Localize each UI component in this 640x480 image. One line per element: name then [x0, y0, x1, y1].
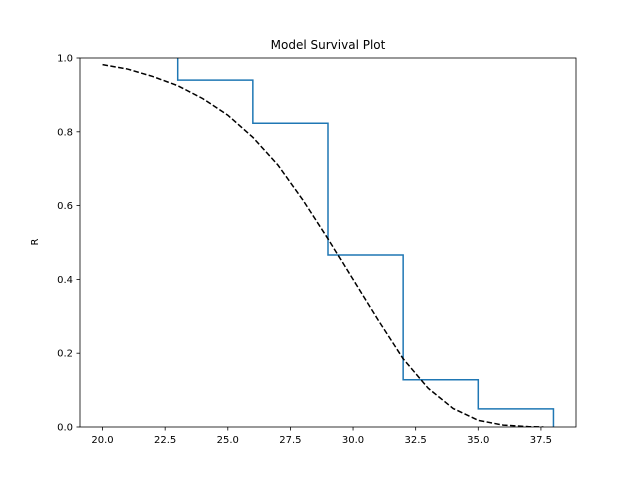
plot-area: 20.0 22.5 25.0 27.5 30.0 32.5 35.0 37.5 0.0 0.2 0.… — [57, 54, 577, 446]
x-tick-label: 20.0 — [91, 435, 113, 446]
x-tick-label: 27.5 — [279, 435, 301, 446]
y-tick-label: 1.0 — [57, 54, 73, 65]
chart-title: Model Survival Plot — [271, 38, 386, 52]
x-tick-label: 32.5 — [405, 435, 427, 446]
x-tick-label: 22.5 — [154, 435, 176, 446]
x-tick-label: 30.0 — [342, 435, 364, 446]
y-axis-label: R — [30, 238, 41, 245]
y-tick-label: 0.6 — [57, 201, 73, 212]
axes-frame — [79, 57, 577, 428]
model-curve-line — [102, 63, 544, 427]
y-tick-label: 0.8 — [57, 127, 73, 138]
y-tick-label: 0.2 — [57, 349, 73, 360]
empirical-step-line — [176, 58, 555, 427]
y-tick-label: 0.4 — [57, 275, 73, 286]
x-tick-label: 25.0 — [217, 435, 239, 446]
x-tick-label: 37.5 — [530, 435, 552, 446]
x-tick-label: 35.0 — [467, 435, 489, 446]
y-tick-label: 0.0 — [57, 423, 73, 434]
